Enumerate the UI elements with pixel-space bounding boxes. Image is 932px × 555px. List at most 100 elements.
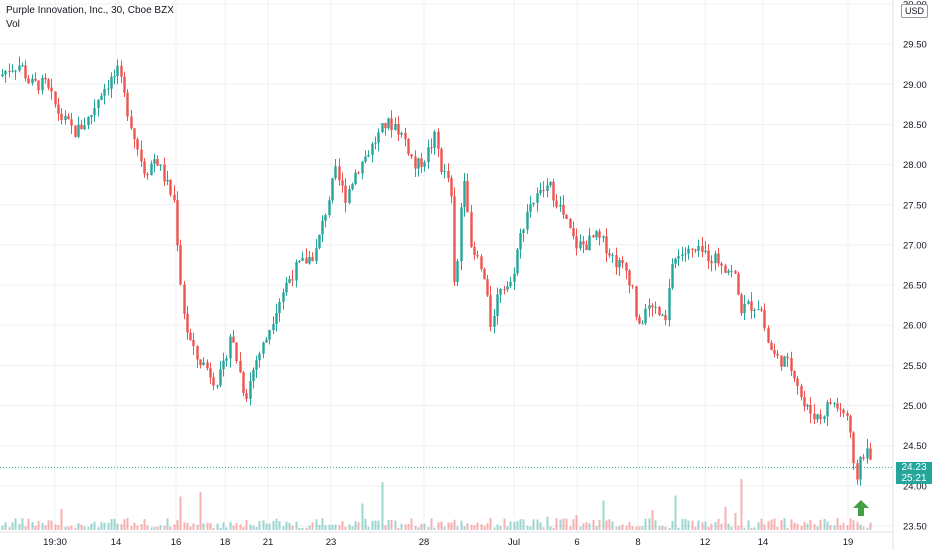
candle-body: [410, 154, 413, 157]
currency-badge[interactable]: USD: [901, 4, 929, 18]
candle-body: [282, 292, 285, 302]
candle-body: [50, 87, 53, 92]
candle-body: [816, 414, 819, 420]
volume-bar: [361, 503, 364, 530]
candle-body: [427, 147, 430, 163]
candle-body: [615, 255, 618, 268]
x-tick-label: 19:30: [43, 537, 67, 548]
candle-body: [150, 163, 153, 176]
candle-body: [562, 204, 565, 215]
candle-body: [103, 88, 106, 96]
candle-body: [1, 74, 4, 77]
candle-body: [146, 173, 149, 176]
volume-bar: [183, 522, 186, 530]
candle-body: [602, 236, 605, 238]
volume-bar: [684, 518, 687, 530]
volume-bar: [206, 522, 209, 530]
candle-body: [506, 286, 509, 290]
volume-bar: [856, 522, 859, 530]
volume-bar: [367, 526, 370, 530]
candle-body: [44, 77, 47, 80]
candle-body: [183, 284, 186, 314]
volume-bar: [34, 525, 37, 530]
volume-bar: [328, 524, 331, 530]
candle-body: [74, 125, 77, 137]
volume-bar: [823, 518, 826, 530]
volume-bar: [579, 526, 582, 530]
y-tick-label: 27.00: [903, 240, 927, 251]
candle-body: [519, 233, 522, 250]
candle-body: [456, 261, 459, 283]
y-tick-label: 25.50: [903, 361, 927, 372]
volume-bar: [222, 522, 225, 530]
volume-bar: [552, 527, 555, 530]
volume-bar: [786, 527, 789, 530]
volume-bar: [357, 522, 360, 530]
candle-body: [140, 149, 143, 162]
volume-bar: [869, 522, 872, 530]
volume-bar: [427, 527, 430, 530]
volume-bar: [21, 518, 24, 530]
volume-bar: [245, 519, 248, 530]
volume-bar: [770, 519, 773, 530]
volume-bar: [262, 520, 265, 530]
x-tick-label: 21: [263, 537, 274, 548]
volume-bar: [404, 524, 407, 530]
volume-bar: [539, 522, 542, 530]
candle-body: [232, 336, 235, 343]
volume-bar: [496, 524, 499, 530]
volume-bar: [509, 521, 512, 530]
candle-body: [265, 339, 268, 343]
volume-bar: [249, 524, 252, 530]
volume-bar: [450, 522, 453, 530]
volume-bar: [417, 527, 420, 530]
candle-body: [697, 245, 700, 251]
volume-bar: [635, 526, 638, 530]
candle-body: [377, 132, 380, 143]
candle-body: [470, 212, 473, 248]
candle-body: [598, 231, 601, 238]
candle-body: [192, 340, 195, 347]
candle-body: [100, 95, 103, 100]
candle-body: [529, 204, 532, 212]
volume-bar: [242, 526, 245, 530]
candle-body: [707, 250, 710, 262]
volume-bar: [757, 522, 760, 530]
candle-body: [532, 202, 535, 205]
volume-bar: [644, 518, 647, 530]
candle-body: [836, 403, 839, 409]
candle-body: [202, 362, 205, 366]
volume-bar: [130, 525, 133, 530]
x-tick-label: 14: [758, 537, 769, 548]
candle-body: [559, 204, 562, 207]
candle-body: [8, 70, 11, 72]
candle-body: [776, 353, 779, 356]
volume-bar: [113, 518, 116, 530]
volume-bar: [315, 519, 318, 530]
volume-bar: [499, 525, 502, 530]
volume-bar: [546, 516, 549, 530]
volume-bar: [186, 522, 189, 530]
candle-body: [786, 356, 789, 359]
candle-body: [740, 294, 743, 314]
candle-body: [605, 236, 608, 254]
candle-body: [806, 404, 809, 407]
volume-bar: [110, 519, 113, 530]
candle-body: [361, 161, 364, 174]
candle-body: [542, 190, 545, 192]
volume-bar: [100, 521, 103, 530]
candle-body: [780, 355, 783, 367]
candle-body: [833, 403, 836, 405]
volume-bar: [628, 522, 631, 530]
candle-body: [414, 156, 417, 169]
volume-bar: [737, 525, 740, 530]
volume-bar: [463, 526, 466, 530]
candle-body: [245, 393, 248, 399]
candle-body: [206, 362, 209, 369]
x-tick-label: 16: [171, 537, 182, 548]
candle-body: [219, 369, 222, 386]
candle-body: [255, 360, 258, 370]
volume-bar: [420, 523, 423, 530]
